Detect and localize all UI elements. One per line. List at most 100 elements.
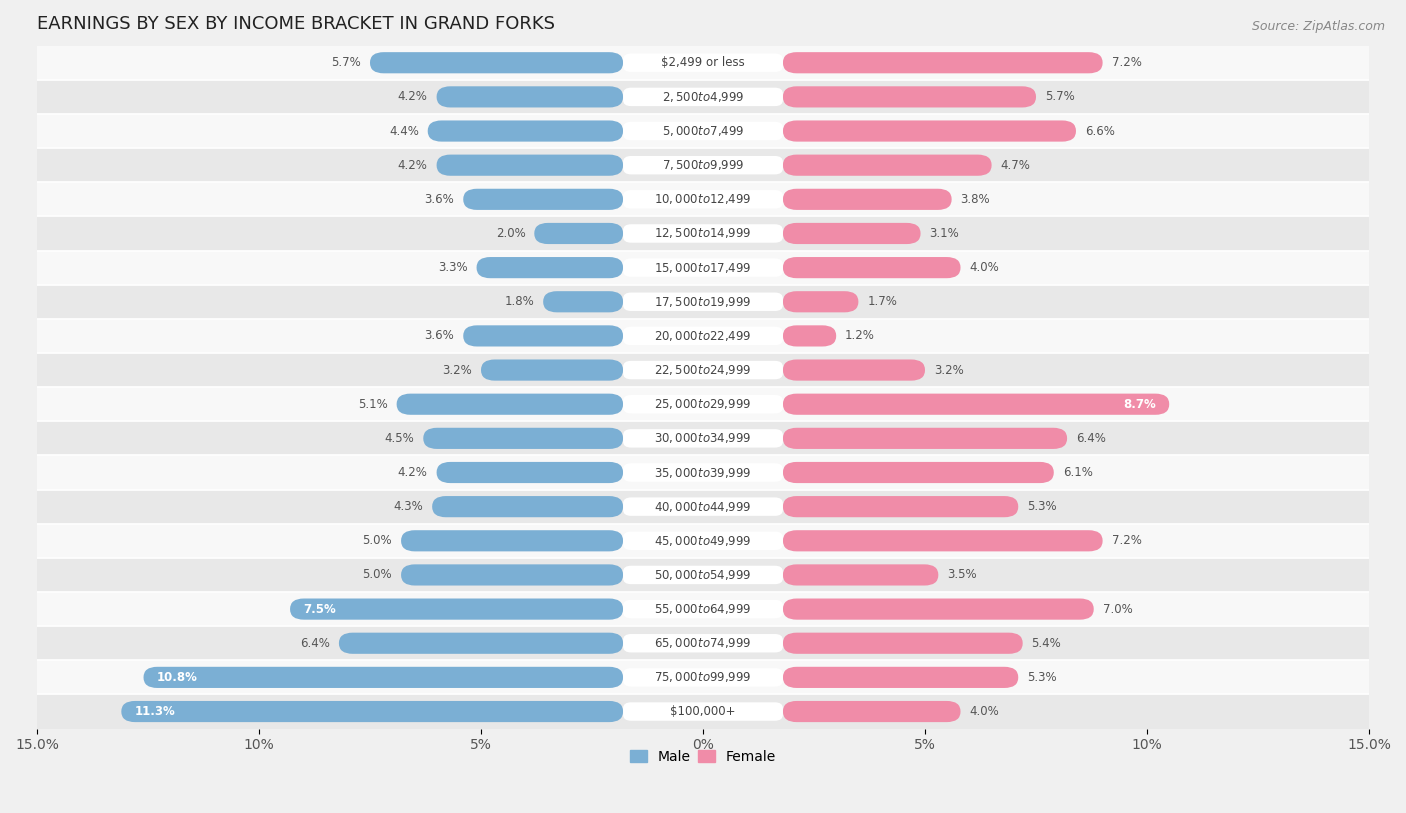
Bar bbox=[37, 80, 1369, 114]
Text: $35,000 to $39,999: $35,000 to $39,999 bbox=[654, 466, 752, 480]
Text: 7.2%: 7.2% bbox=[1112, 534, 1142, 547]
Text: 4.3%: 4.3% bbox=[394, 500, 423, 513]
FancyBboxPatch shape bbox=[143, 667, 623, 688]
Text: 2.0%: 2.0% bbox=[496, 227, 526, 240]
Text: $100,000+: $100,000+ bbox=[671, 705, 735, 718]
Bar bbox=[37, 285, 1369, 319]
FancyBboxPatch shape bbox=[623, 54, 783, 72]
Bar bbox=[37, 694, 1369, 728]
FancyBboxPatch shape bbox=[623, 463, 783, 482]
Text: 7.5%: 7.5% bbox=[304, 602, 336, 615]
FancyBboxPatch shape bbox=[623, 566, 783, 585]
Text: 6.4%: 6.4% bbox=[1076, 432, 1107, 445]
Text: 6.4%: 6.4% bbox=[299, 637, 330, 650]
Text: 5.7%: 5.7% bbox=[332, 56, 361, 69]
Text: 3.6%: 3.6% bbox=[425, 329, 454, 342]
Text: 1.7%: 1.7% bbox=[868, 295, 897, 308]
FancyBboxPatch shape bbox=[477, 257, 623, 278]
FancyBboxPatch shape bbox=[783, 291, 859, 312]
Text: 3.2%: 3.2% bbox=[443, 363, 472, 376]
FancyBboxPatch shape bbox=[623, 668, 783, 687]
Text: $2,499 or less: $2,499 or less bbox=[661, 56, 745, 69]
Text: 4.2%: 4.2% bbox=[398, 159, 427, 172]
Text: 11.3%: 11.3% bbox=[135, 705, 176, 718]
Text: 4.4%: 4.4% bbox=[389, 124, 419, 137]
Text: $65,000 to $74,999: $65,000 to $74,999 bbox=[654, 637, 752, 650]
Bar bbox=[37, 114, 1369, 148]
Text: 3.2%: 3.2% bbox=[934, 363, 963, 376]
Text: 7.2%: 7.2% bbox=[1112, 56, 1142, 69]
Text: 3.5%: 3.5% bbox=[948, 568, 977, 581]
Text: 10.8%: 10.8% bbox=[157, 671, 198, 684]
Text: EARNINGS BY SEX BY INCOME BRACKET IN GRAND FORKS: EARNINGS BY SEX BY INCOME BRACKET IN GRA… bbox=[37, 15, 555, 33]
FancyBboxPatch shape bbox=[437, 86, 623, 107]
Text: $75,000 to $99,999: $75,000 to $99,999 bbox=[654, 671, 752, 685]
FancyBboxPatch shape bbox=[534, 223, 623, 244]
Text: 5.3%: 5.3% bbox=[1028, 500, 1057, 513]
FancyBboxPatch shape bbox=[463, 189, 623, 210]
FancyBboxPatch shape bbox=[783, 701, 960, 722]
Text: $2,500 to $4,999: $2,500 to $4,999 bbox=[662, 90, 744, 104]
Bar bbox=[37, 319, 1369, 353]
Text: $45,000 to $49,999: $45,000 to $49,999 bbox=[654, 534, 752, 548]
FancyBboxPatch shape bbox=[783, 154, 991, 176]
Bar bbox=[37, 626, 1369, 660]
FancyBboxPatch shape bbox=[623, 293, 783, 311]
FancyBboxPatch shape bbox=[783, 667, 1018, 688]
Text: $22,500 to $24,999: $22,500 to $24,999 bbox=[654, 363, 752, 377]
FancyBboxPatch shape bbox=[783, 325, 837, 346]
Text: 6.6%: 6.6% bbox=[1085, 124, 1115, 137]
Bar bbox=[37, 489, 1369, 524]
Bar bbox=[37, 46, 1369, 80]
Bar bbox=[37, 250, 1369, 285]
FancyBboxPatch shape bbox=[543, 291, 623, 312]
Text: 6.1%: 6.1% bbox=[1063, 466, 1092, 479]
FancyBboxPatch shape bbox=[783, 428, 1067, 449]
FancyBboxPatch shape bbox=[783, 120, 1076, 141]
FancyBboxPatch shape bbox=[783, 564, 938, 585]
FancyBboxPatch shape bbox=[623, 532, 783, 550]
FancyBboxPatch shape bbox=[290, 598, 623, 620]
Text: $17,500 to $19,999: $17,500 to $19,999 bbox=[654, 295, 752, 309]
FancyBboxPatch shape bbox=[463, 325, 623, 346]
FancyBboxPatch shape bbox=[783, 462, 1053, 483]
Text: 8.7%: 8.7% bbox=[1123, 398, 1156, 411]
Bar bbox=[37, 421, 1369, 455]
Text: 5.0%: 5.0% bbox=[363, 568, 392, 581]
FancyBboxPatch shape bbox=[623, 702, 783, 721]
FancyBboxPatch shape bbox=[623, 190, 783, 209]
Text: $10,000 to $12,499: $10,000 to $12,499 bbox=[654, 193, 752, 207]
FancyBboxPatch shape bbox=[783, 223, 921, 244]
FancyBboxPatch shape bbox=[623, 600, 783, 619]
FancyBboxPatch shape bbox=[783, 633, 1022, 654]
FancyBboxPatch shape bbox=[432, 496, 623, 517]
Text: $55,000 to $64,999: $55,000 to $64,999 bbox=[654, 602, 752, 616]
Bar bbox=[37, 524, 1369, 558]
Text: 5.7%: 5.7% bbox=[1045, 90, 1074, 103]
FancyBboxPatch shape bbox=[623, 361, 783, 380]
FancyBboxPatch shape bbox=[401, 564, 623, 585]
Text: 3.1%: 3.1% bbox=[929, 227, 959, 240]
Bar bbox=[37, 592, 1369, 626]
FancyBboxPatch shape bbox=[437, 154, 623, 176]
Text: 4.0%: 4.0% bbox=[969, 705, 1000, 718]
FancyBboxPatch shape bbox=[783, 598, 1094, 620]
Text: 3.3%: 3.3% bbox=[439, 261, 468, 274]
FancyBboxPatch shape bbox=[623, 88, 783, 107]
Bar bbox=[37, 558, 1369, 592]
Text: $25,000 to $29,999: $25,000 to $29,999 bbox=[654, 398, 752, 411]
FancyBboxPatch shape bbox=[783, 393, 1170, 415]
Text: 4.5%: 4.5% bbox=[385, 432, 415, 445]
FancyBboxPatch shape bbox=[623, 498, 783, 516]
FancyBboxPatch shape bbox=[783, 257, 960, 278]
Text: $7,500 to $9,999: $7,500 to $9,999 bbox=[662, 159, 744, 172]
FancyBboxPatch shape bbox=[423, 428, 623, 449]
FancyBboxPatch shape bbox=[437, 462, 623, 483]
FancyBboxPatch shape bbox=[396, 393, 623, 415]
Text: $12,500 to $14,999: $12,500 to $14,999 bbox=[654, 227, 752, 241]
Text: 3.6%: 3.6% bbox=[425, 193, 454, 206]
FancyBboxPatch shape bbox=[339, 633, 623, 654]
Text: $50,000 to $54,999: $50,000 to $54,999 bbox=[654, 568, 752, 582]
FancyBboxPatch shape bbox=[623, 429, 783, 448]
Text: 5.1%: 5.1% bbox=[359, 398, 388, 411]
